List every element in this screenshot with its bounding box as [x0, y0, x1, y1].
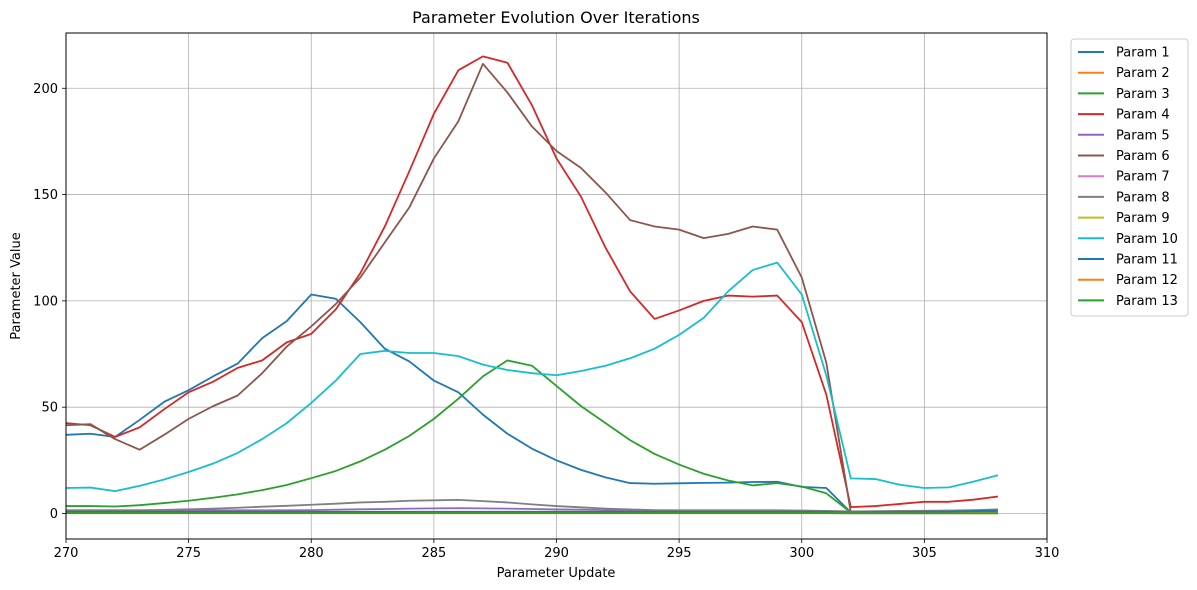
x-tick-label: 300	[789, 546, 814, 561]
series-line-param-3	[66, 359, 998, 514]
series-line-param-4	[65, 55, 999, 509]
y-tick-label: 150	[33, 188, 58, 203]
y-tick-label: 0	[50, 507, 58, 522]
legend-label-param-11: Param 11	[1116, 253, 1178, 268]
y-tick-label: 100	[33, 294, 58, 309]
y-tick-label: 50	[41, 401, 58, 416]
legend-label-param-13: Param 13	[1116, 294, 1178, 309]
x-tick-label: 285	[421, 546, 446, 561]
legend-label-param-10: Param 10	[1116, 232, 1178, 247]
legend-label-param-7: Param 7	[1116, 170, 1170, 185]
series-line-param-6	[65, 62, 998, 514]
legend-label-param-5: Param 5	[1116, 128, 1170, 143]
x-axis-label: Parameter Update	[497, 566, 616, 581]
legend-label-param-2: Param 2	[1116, 66, 1170, 81]
legend: Param 1 Param 2 Param 3 Param 4 Param 5 Param…	[1070, 38, 1189, 317]
x-tick-label: 290	[544, 546, 569, 561]
series-line-param-11	[66, 509, 998, 514]
x-tick-label: 275	[176, 546, 201, 561]
series-line-param-8	[66, 498, 998, 513]
x-tick-label: 280	[299, 546, 324, 561]
series-lines	[65, 55, 999, 515]
legend-label-param-6: Param 6	[1116, 149, 1170, 164]
chart-title: Parameter Evolution Over Iterations	[412, 8, 700, 27]
y-tick-label: 200	[33, 82, 58, 97]
y-axis-ticks: 0 50 100 150 200	[33, 82, 66, 522]
series-line-param-1	[65, 293, 998, 514]
x-axis-ticks: 270 275 280 285 290 295 300 305 310	[54, 539, 1060, 561]
x-tick-label: 310	[1035, 546, 1060, 561]
legend-label-param-8: Param 8	[1116, 190, 1170, 205]
legend-label-param-9: Param 9	[1116, 211, 1170, 226]
legend-label-param-1: Param 1	[1116, 46, 1170, 61]
x-tick-label: 305	[912, 546, 937, 561]
legend-label-param-4: Param 4	[1116, 108, 1170, 123]
series-line-param-10	[65, 261, 999, 493]
y-axis-label: Parameter Value	[9, 232, 24, 339]
x-tick-label: 270	[54, 546, 79, 561]
legend-label-param-3: Param 3	[1116, 87, 1170, 102]
x-tick-label: 295	[667, 546, 692, 561]
legend-label-param-12: Param 12	[1116, 273, 1178, 288]
legend-frame	[1070, 38, 1189, 317]
